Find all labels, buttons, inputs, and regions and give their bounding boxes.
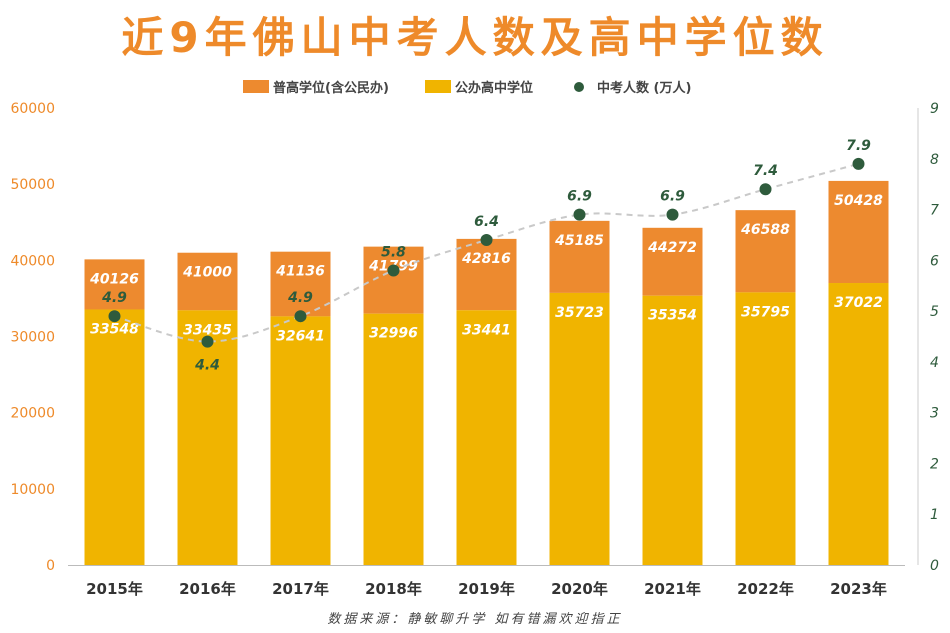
legend-swatch <box>574 82 584 92</box>
legend: 普高学位(含公民办) 公办高中学位 中考人数 (万人) <box>243 80 691 96</box>
x-tick-label: 2017年 <box>272 580 329 598</box>
legend-swatch <box>243 80 269 93</box>
right-tick-label: 4 <box>930 355 939 371</box>
right-tick-label: 6 <box>930 253 939 269</box>
bar-total <box>828 180 889 284</box>
left-tick-label: 30000 <box>10 330 55 346</box>
bar-total <box>456 238 517 311</box>
right-tick-label: 1 <box>930 507 939 523</box>
bar-total-label: 44272 <box>647 240 697 256</box>
right-tick-label: 2 <box>930 456 939 472</box>
bar-base <box>177 310 238 565</box>
bar-total <box>177 252 238 311</box>
left-axis: 0 10000 20000 30000 40000 50000 60000 <box>10 101 55 574</box>
exam-line-path <box>114 162 859 343</box>
bar-total <box>270 251 331 317</box>
exam-point-label: 6.4 <box>474 214 499 230</box>
legend-label: 普高学位(含公民办) <box>273 80 389 96</box>
right-tick-label: 3 <box>930 406 939 422</box>
exam-point-label: 7.4 <box>753 163 778 179</box>
exam-point-label: 5.8 <box>381 244 406 260</box>
source-note: 数据来源：静敏聊升学 如有错漏欢迎指正 <box>327 612 623 627</box>
x-tick-label: 2022年 <box>737 580 794 598</box>
legend-label: 公办高中学位 <box>455 80 533 96</box>
right-tick-label: 7 <box>930 203 939 219</box>
exam-point-label: 7.9 <box>846 138 871 154</box>
exam-point-label: 4.4 <box>194 358 220 374</box>
bar-total <box>84 259 145 310</box>
bar-base <box>735 292 796 565</box>
left-tick-label: 10000 <box>10 482 55 498</box>
bar-base <box>828 283 889 565</box>
exam-point <box>201 335 214 348</box>
bar-base-label: 32996 <box>369 326 418 342</box>
exam-point <box>108 310 121 323</box>
left-tick-label: 20000 <box>10 406 55 422</box>
x-tick-label: 2016年 <box>179 580 236 598</box>
bar-base-label: 35795 <box>741 304 790 320</box>
exam-point <box>759 183 772 196</box>
exam-point-label: 6.9 <box>567 189 592 205</box>
bar-total-label: 46588 <box>740 222 790 238</box>
bar-total-label: 45185 <box>554 233 604 249</box>
bar-total-label: 40126 <box>89 271 139 287</box>
right-tick-label: 8 <box>930 152 939 168</box>
left-tick-label: 60000 <box>10 101 55 117</box>
exam-point <box>480 234 493 247</box>
bar-base <box>456 310 517 565</box>
x-tick-label: 2020年 <box>551 580 608 598</box>
exam-point <box>852 157 865 170</box>
bar-base-label: 33441 <box>462 322 511 338</box>
bar-total-label: 42816 <box>461 251 511 267</box>
exam-point-label: 4.9 <box>287 290 313 306</box>
bar-base <box>642 295 703 565</box>
right-tick-label: 0 <box>930 558 939 574</box>
x-tick-label: 2018年 <box>365 580 422 598</box>
bar-total-label: 41136 <box>275 264 325 280</box>
right-axis: 0 1 2 3 4 5 6 7 8 9 <box>917 101 939 574</box>
bar-total <box>642 227 703 296</box>
left-tick-label: 50000 <box>10 177 55 193</box>
x-tick-label: 2023年 <box>830 580 887 598</box>
bar-base-label: 37022 <box>834 295 883 311</box>
x-axis: 2015年 2016年 2017年 2018年 2019年 2020年 2021年 2022年… <box>68 565 905 598</box>
exam-point <box>387 264 400 277</box>
legend-label: 中考人数 (万人) <box>597 80 691 96</box>
exam-point <box>294 310 307 323</box>
x-tick-label: 2021年 <box>644 580 701 598</box>
bars: 4012633548410003343541136326414179932996… <box>84 180 889 565</box>
left-tick-label: 0 <box>46 558 55 574</box>
x-tick-label: 2015年 <box>86 580 143 598</box>
bar-total <box>549 220 610 293</box>
bar-base-label: 33548 <box>90 321 139 337</box>
chart-title: 近9年佛山中考人数及高中学位数 <box>121 13 829 62</box>
exam-point <box>573 208 586 221</box>
bar-total-label: 50428 <box>834 193 883 209</box>
exam-point <box>666 208 679 221</box>
x-tick-label: 2019年 <box>458 580 515 598</box>
bar-base <box>84 309 145 565</box>
bar-base-label: 35723 <box>555 305 604 321</box>
exam-line: 4.9 4.4 4.9 5.8 6.4 6.9 6.9 7.4 7.9 <box>101 138 871 374</box>
bar-base-label: 35354 <box>648 308 697 324</box>
bar-base <box>270 316 331 565</box>
bar-base-label: 32641 <box>276 328 325 344</box>
legend-swatch <box>425 80 451 93</box>
exam-point-label: 6.9 <box>660 189 685 205</box>
bar-base <box>363 313 424 565</box>
bar-base-label: 33435 <box>183 322 232 338</box>
bar-total-label: 41000 <box>182 265 232 281</box>
exam-point-label: 4.9 <box>101 290 127 306</box>
bar-base <box>549 292 610 565</box>
left-tick-label: 40000 <box>10 253 55 269</box>
bar-total <box>735 210 796 293</box>
right-tick-label: 5 <box>930 304 939 320</box>
right-tick-label: 9 <box>930 101 939 117</box>
